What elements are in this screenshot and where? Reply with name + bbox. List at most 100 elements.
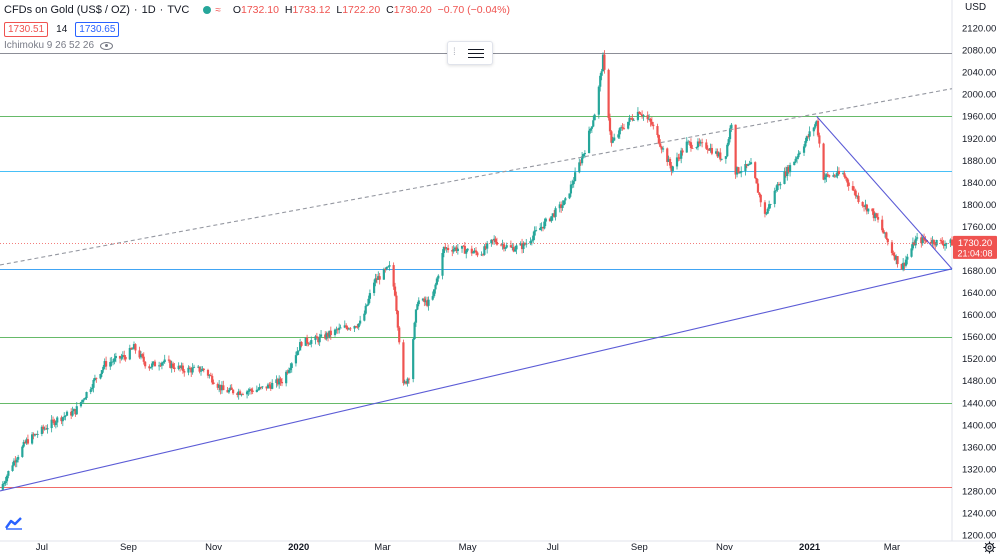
candle-body — [294, 355, 298, 364]
candle-body — [241, 394, 244, 396]
candle-body — [266, 384, 270, 389]
time-tick-label: Mar — [884, 542, 900, 553]
candle-body — [720, 158, 723, 160]
candle-body — [814, 124, 817, 128]
candle-body — [170, 363, 173, 368]
settings-lines-icon[interactable] — [468, 48, 484, 58]
candle-body — [885, 232, 888, 239]
candle-body — [920, 237, 923, 244]
candle-body — [35, 434, 38, 435]
symbol-title[interactable]: CFDs on Gold (US$ / OZ) — [4, 4, 130, 16]
candle-body — [63, 416, 66, 418]
candle-body — [339, 327, 342, 329]
candle-body — [236, 393, 239, 395]
candle-body — [325, 333, 328, 339]
buy-price-button[interactable]: 1730.65 — [75, 21, 120, 37]
candle-body — [854, 190, 857, 197]
candle-body — [278, 378, 281, 385]
candle-body — [677, 157, 680, 159]
interval-label[interactable]: 1D — [141, 4, 156, 16]
sell-price-button[interactable]: 1730.51 — [4, 21, 49, 37]
candle-body — [823, 177, 827, 180]
candle-body — [364, 305, 367, 314]
candle-body — [238, 391, 242, 395]
candle-body — [484, 246, 487, 249]
candle-body — [714, 151, 718, 154]
candle-body — [61, 417, 64, 422]
candle-body — [158, 365, 161, 367]
candle-body — [183, 370, 186, 373]
candle-body — [717, 152, 720, 157]
eye-hidden-icon[interactable] — [100, 41, 114, 50]
candle-body — [258, 386, 261, 390]
candle-body — [141, 354, 144, 357]
candle-body — [533, 230, 536, 236]
candle-body — [786, 166, 789, 177]
candle-body — [551, 213, 554, 217]
candle-body — [296, 351, 299, 356]
candle-body — [299, 342, 302, 351]
candle-body — [794, 158, 797, 162]
candle-body — [500, 244, 503, 246]
candle-body — [65, 411, 69, 416]
candle-body — [515, 245, 518, 250]
candle-body — [206, 369, 210, 376]
price-tick-label: 2000.00 — [962, 90, 996, 101]
indicator-legend[interactable]: Ichimoku 9 26 52 26 — [4, 40, 114, 51]
candle-body — [372, 282, 376, 294]
drag-handle-icon[interactable]: ⁞ — [453, 47, 456, 58]
candle-body — [486, 243, 489, 249]
candle-body — [326, 333, 330, 337]
candle-body — [941, 240, 944, 244]
price-tick-label: 1520.00 — [962, 354, 996, 365]
candle-body — [151, 363, 154, 368]
candle-body — [245, 391, 249, 395]
candle-body — [17, 456, 20, 460]
candle-body — [853, 190, 856, 192]
candle-body — [900, 264, 903, 270]
candle-body — [871, 208, 874, 212]
candle-body — [541, 226, 545, 229]
price-tick-label: 1840.00 — [962, 178, 996, 189]
candle-body — [393, 286, 397, 296]
candle-body — [523, 243, 526, 245]
candle-body — [460, 245, 464, 249]
candle-body — [667, 158, 670, 162]
candle-body — [70, 411, 73, 416]
candle-body — [580, 156, 584, 164]
candle-body — [483, 246, 486, 255]
close-key: C — [386, 4, 394, 16]
candle-body — [335, 329, 338, 331]
candle-body — [710, 147, 714, 154]
candle-body — [15, 459, 18, 463]
candle-body — [795, 157, 799, 159]
candle-body — [939, 239, 942, 241]
candle-body — [608, 118, 612, 132]
candle-body — [85, 392, 88, 399]
candle-body — [815, 120, 818, 125]
candle-body — [826, 174, 829, 176]
candle-body — [345, 325, 348, 328]
candle-body — [384, 269, 387, 270]
candle-body — [650, 121, 653, 125]
open-key: O — [232, 4, 241, 16]
candle-body — [328, 330, 331, 337]
candle-body — [286, 371, 289, 373]
floating-toolbar[interactable]: ⁞ — [447, 41, 493, 65]
candle-body — [395, 295, 398, 311]
candle-body — [377, 276, 380, 280]
candle-body — [652, 124, 655, 127]
candle-body — [818, 135, 821, 144]
candle-body — [131, 348, 134, 350]
candle-body — [33, 434, 36, 436]
candle-body — [132, 344, 136, 349]
tradingview-logo-icon[interactable] — [5, 516, 23, 530]
candle-body — [426, 300, 429, 306]
candle-body — [495, 242, 499, 245]
candle-body — [945, 243, 948, 245]
gear-icon[interactable] — [983, 541, 996, 554]
candle-body — [121, 355, 124, 358]
candle-body — [4, 481, 7, 483]
candle-body — [734, 124, 737, 175]
